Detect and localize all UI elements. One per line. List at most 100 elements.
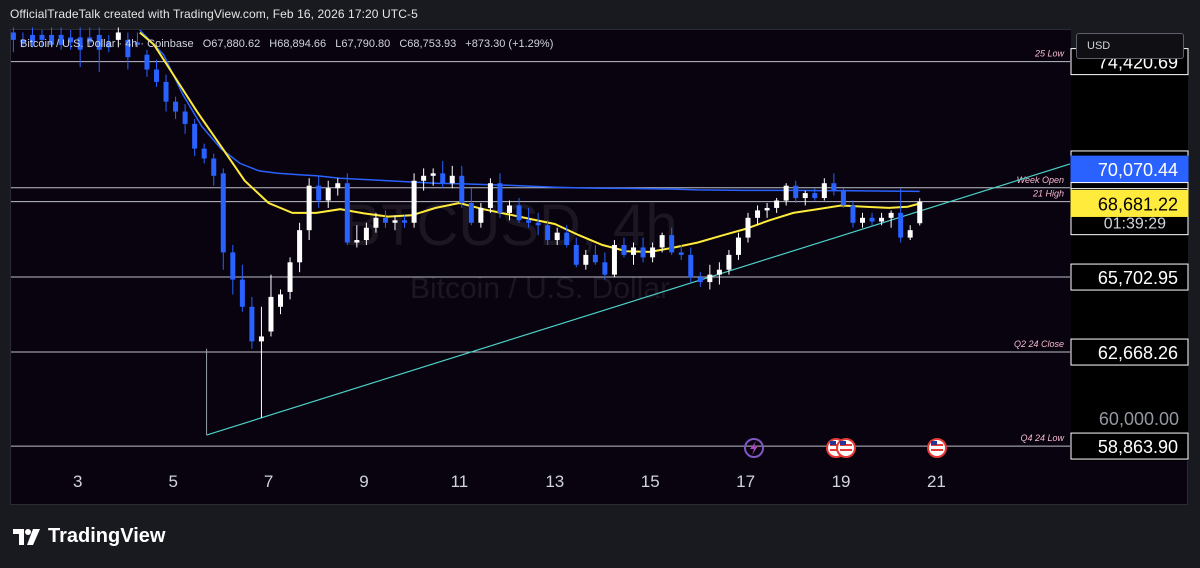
level-label: Week Open <box>1017 175 1064 185</box>
bearish-candle <box>592 245 598 265</box>
earnings-bolt-icon[interactable] <box>744 438 764 458</box>
candle-body <box>192 123 198 149</box>
candle-body <box>211 158 217 176</box>
price-tag[interactable]: 65,702.95 <box>1070 263 1189 291</box>
price-tag-box <box>1070 155 1189 183</box>
bearish-candle <box>459 165 465 208</box>
price-tag[interactable]: 70,070.44 <box>1070 155 1189 183</box>
bearish-candle <box>688 247 694 283</box>
bearish-candle <box>497 173 503 218</box>
flag-canton <box>840 441 846 445</box>
fast-moving-average-line <box>139 31 920 253</box>
candle-body <box>898 212 904 238</box>
candle-body <box>592 254 598 263</box>
bearish-candle <box>77 27 83 68</box>
x-tick-label: 15 <box>641 472 660 491</box>
candle-body <box>583 254 589 265</box>
bullish-candle <box>335 178 341 196</box>
close-value: 68,753.93 <box>407 38 457 50</box>
candle-body <box>831 183 837 191</box>
bearish-candle <box>173 96 179 119</box>
candle-body <box>869 217 875 222</box>
bullish-candle <box>421 168 427 191</box>
candle-body <box>106 42 112 48</box>
bullish-candle <box>802 190 808 206</box>
price-axis[interactable]: 75,000.0060,000.0074,420.6970,279.3270,0… <box>1070 29 1189 461</box>
candle-body <box>421 175 427 181</box>
price-tag-label: 65,702.95 <box>1098 268 1178 288</box>
bearish-candle <box>640 237 646 263</box>
candle-body <box>125 39 131 58</box>
candle-body <box>716 269 722 275</box>
bullish-candle <box>774 198 780 213</box>
price-tick-label: 60,000.00 <box>1099 409 1179 429</box>
bearish-candle <box>831 173 837 196</box>
level-label: Q2 24 Close <box>1014 339 1064 349</box>
symbol-legend[interactable]: Bitcoin / U.S. Dollar · 4h · Coinbase O6… <box>20 38 553 50</box>
us-event-flag-icon[interactable] <box>836 438 856 458</box>
candle-body <box>468 202 474 223</box>
bearish-candle <box>840 188 846 208</box>
event-icons[interactable] <box>744 438 947 458</box>
candle-body <box>697 277 703 283</box>
bearish-candle <box>58 27 64 50</box>
x-axis[interactable]: 3 5 7 9 11 13 15 17 19 21 <box>73 472 946 491</box>
candle-body <box>888 212 894 218</box>
level-label: Q4 24 Low <box>1020 433 1064 443</box>
candle-body <box>564 232 570 245</box>
candle-body <box>774 200 780 208</box>
bullish-candle <box>363 222 369 245</box>
bullish-candle <box>268 274 274 337</box>
us-event-flag-icon[interactable] <box>927 438 947 458</box>
bearish-candle <box>850 200 856 228</box>
bearish-candle <box>697 272 703 288</box>
bearish-candle <box>106 34 112 53</box>
bullish-candle <box>745 212 751 243</box>
bolt-circle <box>744 438 764 458</box>
watermark-ticker: BTCUSD, 4h <box>342 193 677 258</box>
currency-selector[interactable]: USD <box>1076 33 1184 59</box>
bullish-candle <box>735 232 741 260</box>
price-tag[interactable]: 68,681.22 <box>1070 189 1189 217</box>
bullish-candle <box>297 222 303 273</box>
flag-stripe <box>840 449 852 451</box>
horizontal-levels[interactable]: 25 Low Week Open 21 High Q2 24 Close Q4 24 L… <box>11 49 1070 447</box>
bullish-candle <box>859 212 865 228</box>
bearish-candle <box>516 198 522 223</box>
trendline-layer[interactable] <box>206 163 1071 436</box>
moving-averages <box>139 29 920 253</box>
bearish-candle <box>602 252 608 280</box>
candle-body <box>87 37 93 43</box>
bearish-candle <box>621 237 627 258</box>
price-tag[interactable]: 58,863.90 <box>1070 432 1189 460</box>
bearish-candle <box>344 173 350 245</box>
candle-body <box>144 54 150 70</box>
candle-body <box>688 254 694 278</box>
bullish-candle <box>650 242 656 263</box>
candle-body <box>306 185 312 231</box>
candle-body <box>459 175 465 203</box>
bearish-candle <box>812 188 818 201</box>
candle-body <box>220 173 226 253</box>
candle-body <box>621 245 627 255</box>
candle-body <box>373 217 379 228</box>
bearish-candle <box>535 212 541 236</box>
tradingview-logo[interactable]: TradingView <box>12 525 165 548</box>
bullish-candle <box>879 212 885 226</box>
ascending-trendline[interactable] <box>206 163 1071 436</box>
symbol-name[interactable]: Bitcoin / U.S. Dollar · 4h · Coinbase <box>20 38 194 50</box>
bearish-candle <box>440 160 446 189</box>
bearish-candle <box>134 32 140 48</box>
candle-body <box>39 34 45 40</box>
bearish-candle <box>898 188 904 243</box>
x-tick-label: 9 <box>359 472 368 491</box>
candle-body <box>516 205 522 221</box>
candle-body <box>134 42 140 45</box>
bearish-candle <box>564 225 570 248</box>
candle-body <box>802 193 808 199</box>
bearish-candle <box>87 27 93 48</box>
candle-body <box>163 81 169 102</box>
price-tag[interactable]: 62,668.26 <box>1070 338 1189 366</box>
candle-body <box>153 69 159 82</box>
